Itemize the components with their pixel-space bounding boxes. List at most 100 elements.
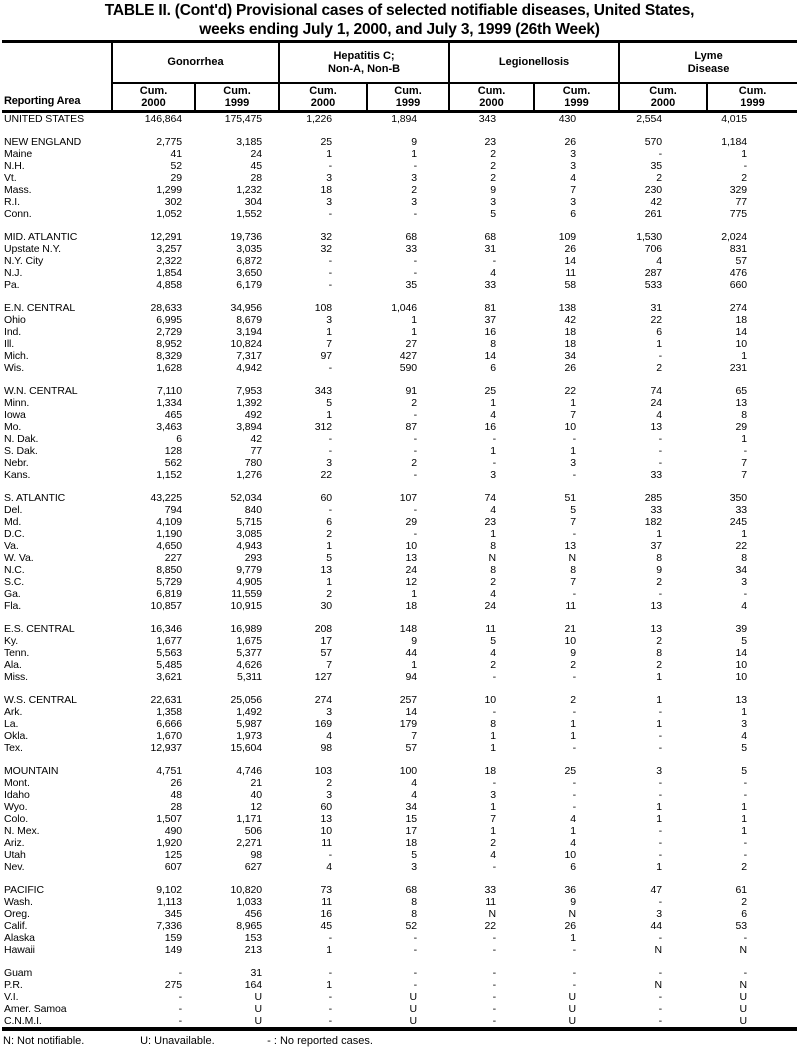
value-cell: - xyxy=(658,777,663,789)
value-cell: 18 xyxy=(484,765,497,777)
value-cell: - xyxy=(743,837,748,849)
value-cell: - xyxy=(572,789,577,801)
value-cell: U xyxy=(254,991,263,1003)
value-cell: - xyxy=(413,267,418,279)
table-row: Wyo. 28 12 60 34 1 - 1 1 xyxy=(2,801,797,813)
value-cell: 22 xyxy=(564,385,577,397)
value-cell: - xyxy=(743,777,748,789)
value-cell: 10 xyxy=(564,849,577,861)
value-cell: 13 xyxy=(564,540,577,552)
value-cell: 8 xyxy=(411,908,418,920)
table-title-line1: TABLE II. (Cont'd) Provisional cases of … xyxy=(104,2,695,19)
value-cell: 33 xyxy=(405,243,418,255)
value-cell: 87 xyxy=(405,421,418,433)
value-cell: 4 xyxy=(656,255,663,267)
value-cell: 23 xyxy=(484,516,497,528)
value-cell: - xyxy=(658,1003,663,1015)
value-cell: 245 xyxy=(729,516,748,528)
value-cell: - xyxy=(328,1003,333,1015)
value-cell: 127 xyxy=(314,671,333,683)
value-cell: 1 xyxy=(656,718,663,730)
reporting-area-cell: Guam xyxy=(4,967,33,979)
value-cell: - xyxy=(328,991,333,1003)
value-cell: 16 xyxy=(484,326,497,338)
value-cell: 16 xyxy=(320,908,333,920)
table-row: Ga. 6,819 11,559 2 1 4 - - - xyxy=(2,588,797,600)
value-cell: 10 xyxy=(484,694,497,706)
value-cell: 11 xyxy=(321,837,333,849)
value-cell: 31 xyxy=(484,243,497,255)
table-row: Mont. 26 21 2 4 - - - - xyxy=(2,777,797,789)
value-cell: - xyxy=(328,932,333,944)
table-row: Mass. 1,299 1,232 18 2 9 7 230 329 xyxy=(2,184,797,196)
value-cell: 25 xyxy=(320,136,333,148)
value-cell: - xyxy=(328,255,333,267)
value-cell: 98 xyxy=(320,742,333,754)
table-row: Colo. 1,507 1,171 13 15 7 4 1 1 xyxy=(2,813,797,825)
value-cell: 1,334 xyxy=(156,397,182,409)
value-cell: 22,631 xyxy=(150,694,182,706)
value-cell: - xyxy=(328,160,333,172)
value-cell: 74 xyxy=(484,492,497,504)
value-cell: 4,905 xyxy=(236,576,263,588)
value-cell: 7 xyxy=(411,730,418,742)
value-cell: 16,989 xyxy=(230,623,263,635)
value-cell: 29 xyxy=(170,172,183,184)
value-cell: 4 xyxy=(570,172,577,184)
value-cell: 465 xyxy=(164,409,182,421)
value-cell: 28,633 xyxy=(150,302,182,314)
value-cell: 3 xyxy=(656,908,663,920)
table-row: Okla. 1,670 1,973 4 7 1 1 - 4 xyxy=(2,730,797,742)
value-cell: 2 xyxy=(490,160,497,172)
value-cell: 13 xyxy=(405,552,418,564)
value-cell: 3 xyxy=(326,789,333,801)
value-cell: N xyxy=(568,908,577,920)
table-row: N. Dak. 6 42 - - - - - 1 xyxy=(2,433,797,445)
table-row: Miss. 3,621 5,311 127 94 - - 1 10 xyxy=(2,671,797,683)
value-cell: - xyxy=(492,671,497,683)
value-cell: 1,358 xyxy=(156,706,182,718)
value-cell: 274 xyxy=(729,302,748,314)
value-cell: 5,377 xyxy=(236,647,263,659)
reporting-area-cell: E.S. CENTRAL xyxy=(4,623,75,635)
value-cell: 3,035 xyxy=(236,243,263,255)
value-cell: 68 xyxy=(484,231,497,243)
value-cell: 2 xyxy=(741,896,748,908)
value-cell: 12 xyxy=(405,576,418,588)
value-cell: 28 xyxy=(170,801,183,813)
value-cell: 660 xyxy=(729,279,748,291)
value-cell: - xyxy=(658,896,663,908)
value-cell: 590 xyxy=(399,362,418,374)
value-cell: 44 xyxy=(650,920,663,932)
value-cell: 1,046 xyxy=(391,302,418,314)
value-cell: U xyxy=(739,1015,748,1027)
reporting-area-cell: S.C. xyxy=(4,576,25,588)
value-cell: 312 xyxy=(314,421,333,433)
value-cell: 15 xyxy=(405,813,418,825)
value-cell: - xyxy=(658,967,663,979)
value-cell: 19,736 xyxy=(230,231,263,243)
table-row: S. Dak. 128 77 - - 1 1 - - xyxy=(2,445,797,457)
section-gap xyxy=(2,220,797,231)
value-cell: N xyxy=(488,908,497,920)
reporting-area-cell: N. Dak. xyxy=(4,433,39,445)
value-cell: 11,559 xyxy=(231,588,263,600)
table-row: Alaska 159 153 - - - 1 - - xyxy=(2,932,797,944)
value-cell: 103 xyxy=(314,765,333,777)
table-row: Ark. 1,358 1,492 3 14 - - - 1 xyxy=(2,706,797,718)
reporting-area-cell: Tex. xyxy=(4,742,23,754)
value-cell: 5 xyxy=(411,849,418,861)
value-cell: 18 xyxy=(405,837,418,849)
value-cell: 5,715 xyxy=(236,516,263,528)
value-cell: 4,015 xyxy=(721,113,748,125)
value-cell: 68 xyxy=(405,231,418,243)
value-cell: 21 xyxy=(250,777,263,789)
disease-table: Reporting Area Gonorrhea Hepatitis C; No… xyxy=(2,40,798,1027)
reporting-area-cell: Ind. xyxy=(4,326,22,338)
value-cell: 68 xyxy=(405,884,418,896)
value-cell: 4 xyxy=(326,861,333,873)
value-cell: 4 xyxy=(490,409,497,421)
value-cell: - xyxy=(413,944,418,956)
value-cell: 427 xyxy=(399,350,418,362)
value-cell: 32 xyxy=(320,231,333,243)
